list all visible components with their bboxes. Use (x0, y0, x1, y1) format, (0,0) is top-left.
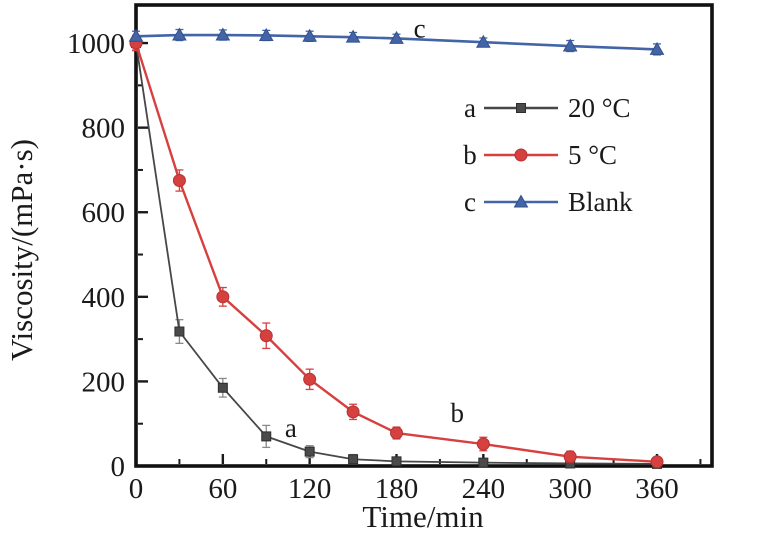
data-point-marker (128, 28, 144, 42)
data-point-marker (348, 454, 359, 465)
data-point-marker (261, 431, 272, 442)
data-point-marker (391, 456, 402, 467)
legend-tag: a (464, 93, 476, 123)
y-axis-tick-label: 200 (82, 366, 126, 398)
x-axis-tick-label: 240 (462, 473, 506, 505)
series-line (134, 42, 658, 463)
curve-label-b: b (451, 398, 465, 428)
legend-entry-label: Blank (568, 187, 633, 217)
data-point-marker (216, 290, 230, 304)
data-point-marker (258, 27, 274, 41)
data-point-marker (259, 329, 273, 343)
legend-entry-b: b 5 °C (463, 140, 617, 170)
legend-tag: c (464, 187, 476, 217)
data-point-marker (345, 29, 361, 43)
data-point-marker (302, 28, 318, 42)
plot-frame (134, 3, 714, 468)
plot-border (134, 3, 714, 468)
curve-label-a: a (285, 413, 297, 443)
data-point-marker (514, 148, 528, 162)
data-point-marker (303, 372, 317, 386)
y-axis-title: Viscosity/(mPa·s) (4, 139, 39, 361)
data-point-marker (174, 326, 185, 337)
data-point-marker (304, 446, 315, 457)
curve-label-c: c (414, 13, 426, 43)
data-point-marker (172, 174, 186, 188)
data-point-marker (478, 457, 489, 468)
data-point-marker (649, 41, 665, 55)
data-point-marker (516, 103, 526, 113)
data-point-marker (650, 455, 664, 469)
legend-entry-c: c Blank (464, 187, 633, 217)
data-series (128, 27, 665, 469)
x-axis-tick-label: 360 (635, 473, 679, 505)
legend-entry-a: a 20 °C (464, 93, 631, 123)
data-point-marker (217, 382, 228, 393)
x-axis-tick-label: 300 (548, 473, 592, 505)
legend-entry-label: 20 °C (568, 93, 631, 123)
y-axis-tick-label: 400 (82, 282, 126, 314)
annotations: a b c (285, 13, 464, 443)
x-axis-title: Time/min (362, 499, 484, 534)
legend-entry-label: 5 °C (568, 140, 617, 170)
legend-tag: b (463, 140, 477, 170)
data-point-marker (389, 30, 404, 44)
y-axis-tick-label: 1000 (67, 28, 125, 60)
data-point-marker (563, 450, 577, 464)
series-line (135, 42, 658, 465)
data-point-marker (475, 34, 491, 48)
series-line (135, 33, 658, 51)
data-point-marker (562, 38, 578, 52)
data-point-marker (476, 437, 490, 451)
x-axis-tick-label: 120 (288, 473, 332, 505)
legend: a 20 °C b 5 °C c Blank (463, 93, 633, 217)
data-point-marker (513, 194, 529, 208)
y-axis-tick-label: 800 (82, 113, 126, 145)
data-point-marker (346, 405, 360, 419)
data-point-marker (390, 426, 404, 440)
data-point-marker (172, 27, 187, 41)
y-axis-tick-label: 600 (82, 197, 126, 229)
x-axis-tick-label: 0 (129, 473, 144, 505)
y-axis-tick-label: 0 (111, 451, 126, 483)
series-c (128, 27, 665, 56)
data-point-marker (215, 27, 231, 41)
x-axis-tick-label: 60 (208, 473, 237, 505)
x-axis-tick-label: 180 (375, 473, 419, 505)
